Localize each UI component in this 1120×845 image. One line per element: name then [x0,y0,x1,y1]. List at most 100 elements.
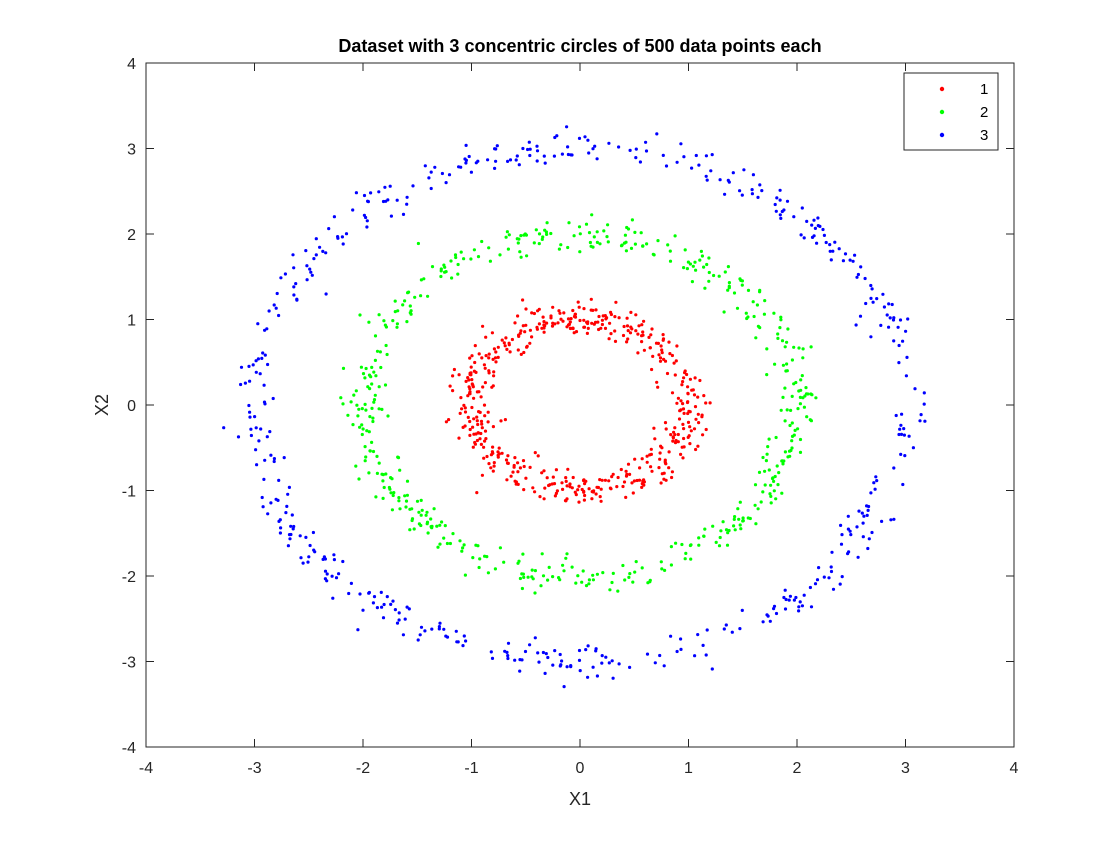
data-point [377,461,381,465]
data-point [305,264,309,268]
data-point [662,471,666,475]
data-point [423,164,427,168]
data-point [408,304,412,308]
data-point [378,350,382,354]
data-point [597,314,601,319]
data-point [591,573,595,577]
data-point [530,311,534,315]
data-point [381,616,386,620]
data-point [660,351,664,355]
data-point [532,311,537,316]
data-point [334,576,339,580]
data-point [717,544,722,548]
data-point [688,262,693,266]
data-point [423,629,427,633]
data-point [672,361,676,365]
data-point [466,376,470,380]
data-point [697,536,701,540]
data-point [829,569,834,574]
data-point [721,520,725,524]
data-point [673,373,677,377]
data-point [667,340,671,344]
data-point [582,307,586,311]
data-point [349,400,353,404]
data-point [792,433,796,437]
data-point [774,209,778,213]
data-point [382,602,386,607]
data-point [395,322,399,326]
data-point [540,326,544,330]
data-point [430,627,434,631]
data-point [521,552,525,556]
data-point [625,324,630,328]
data-point [773,474,777,479]
data-point [425,520,430,524]
data-point [572,331,576,335]
data-point [506,654,510,658]
data-point [507,233,511,237]
data-point [619,467,623,472]
data-point [789,408,793,412]
data-point [457,436,461,440]
data-point [650,367,654,372]
data-point [482,363,486,367]
data-point [363,445,367,449]
data-point [493,147,497,151]
data-point [433,165,437,169]
data-point [690,280,695,284]
data-point [586,326,590,330]
data-point [740,283,744,287]
data-point [470,354,474,358]
data-point [365,429,369,433]
data-point [516,461,520,465]
data-point [889,518,893,522]
data-point [489,650,493,654]
data-point [622,241,627,245]
data-point [658,451,662,455]
data-point [887,325,891,329]
data-point [471,556,475,560]
x-tick-label: -4 [139,760,153,777]
data-point [790,394,794,398]
data-point [754,522,758,526]
data-point [809,392,813,396]
data-point [664,427,668,431]
data-point [719,529,723,533]
data-point [831,249,835,253]
data-point [814,396,818,400]
data-point [287,533,292,537]
data-point [452,367,456,372]
data-point [636,332,640,336]
data-point [704,401,708,405]
data-point [772,604,777,608]
data-point [693,654,697,658]
data-point [810,223,814,227]
data-point [484,354,488,358]
data-point [611,676,615,680]
data-point [628,331,633,335]
data-point [566,317,571,321]
ticks-layer: -4 -3 -2 -1 0 1 2 3 4 -4 -3 -2 -1 0 1 2 3 4 [122,56,1019,777]
data-point [266,512,270,516]
data-point [630,327,634,331]
data-point [383,323,387,327]
data-point [397,499,401,503]
data-point [732,524,736,528]
data-point [448,384,452,388]
data-point [761,620,765,624]
data-point [803,394,807,398]
data-point [723,270,727,274]
data-point [904,374,909,378]
data-point [418,633,422,637]
data-point [815,578,820,582]
data-point [635,478,639,483]
data-point [367,430,371,434]
data-point [763,469,767,473]
data-point [521,146,525,151]
data-point [797,609,801,613]
data-point [577,225,582,229]
data-point [793,428,797,432]
data-point [613,339,618,343]
data-point [458,539,462,543]
data-point [358,425,362,429]
